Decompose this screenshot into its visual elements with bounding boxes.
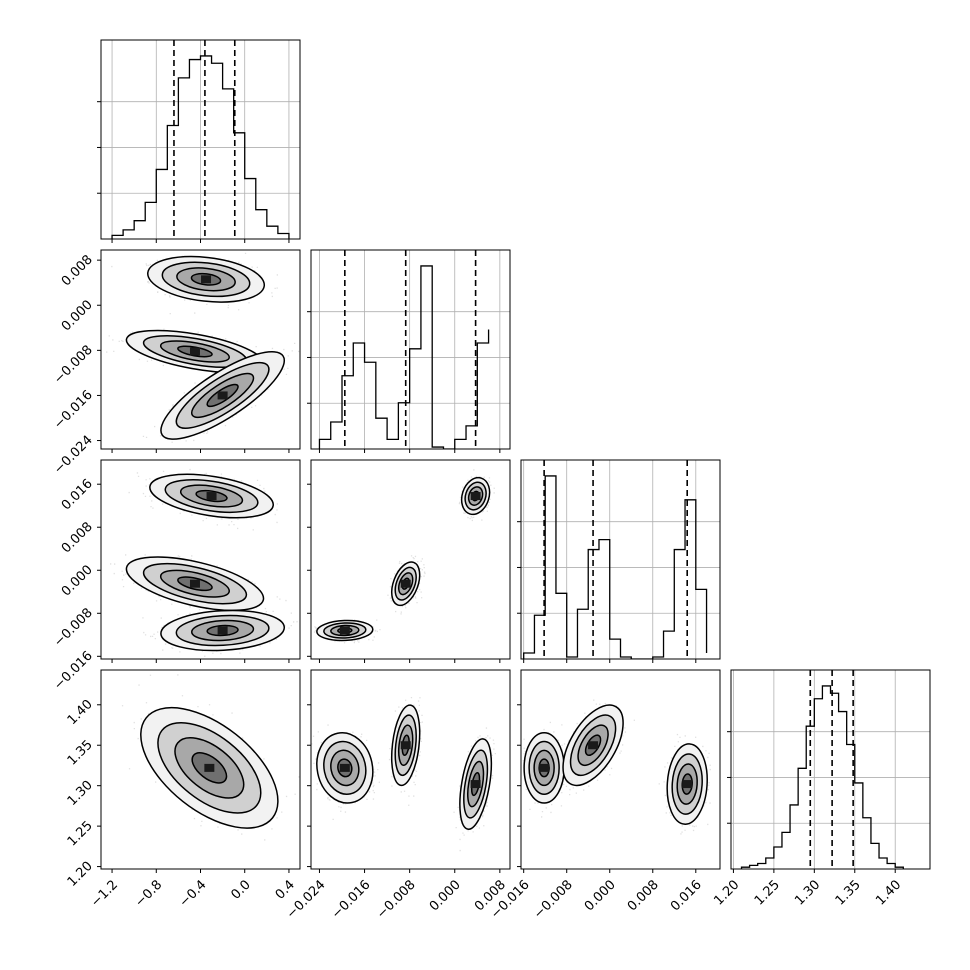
panel-frame (310, 459, 511, 660)
density-panel-0-2: −0.016−0.008 0.000 0.008 0.016 (51, 459, 301, 694)
density-peak (189, 347, 200, 356)
x-tick-label: 0.016 (668, 877, 705, 914)
histogram-step (523, 475, 708, 659)
x-tick-label: 0.0 (229, 877, 254, 902)
density-peak (470, 780, 481, 789)
density-peak (204, 763, 215, 772)
histogram-step (318, 265, 490, 449)
panel-frame (520, 459, 721, 660)
density-panel-2-3: −0.016−0.008 0.000 0.008 0.016 (488, 669, 721, 922)
histogram-panel-3: 1.20 1.25 1.30 1.35 1.40 (711, 669, 931, 909)
histogram-panel-1 (307, 249, 511, 453)
density-peak (206, 492, 217, 501)
x-tick-label: 1.20 (711, 877, 742, 908)
y-tick-label: 0.016 (59, 476, 96, 513)
x-tick-label: 1.40 (873, 877, 904, 908)
histogram-panel-2 (517, 459, 721, 663)
x-tick-label: −0.008 (531, 877, 576, 922)
density-peak (189, 579, 200, 588)
panel-frame (520, 669, 721, 870)
density-peak (217, 626, 228, 635)
histogram-panel-0 (97, 39, 301, 243)
panel-frame (310, 669, 511, 870)
density-peak (539, 763, 550, 772)
x-tick-label: 1.30 (792, 877, 823, 908)
x-tick-label: 1.25 (752, 877, 783, 908)
panel-frame (730, 669, 931, 870)
y-tick-label: −0.016 (51, 388, 96, 433)
y-tick-label: 0.008 (59, 519, 96, 556)
x-tick-label: −1.2 (88, 877, 121, 910)
y-tick-label: 1.30 (65, 778, 96, 809)
density-panel-0-3: −1.2 −0.8 −0.4 0.0 0.4 1.20 1.25 1.30 1.35 1.40 (65, 669, 301, 910)
y-tick-label: 1.25 (65, 818, 96, 849)
y-tick-label: 1.35 (65, 737, 96, 768)
density-panel-0-1: −0.024−0.016−0.008 0.000 0.008 (51, 249, 301, 478)
density-peak (339, 626, 350, 635)
histogram-step (740, 685, 904, 869)
density-panel-1-3: −0.024 −0.016 −0.008 0.000 0.008 (284, 669, 511, 922)
y-tick-label: 0.000 (59, 562, 96, 599)
x-tick-label: 0.000 (427, 877, 464, 914)
density-peak (217, 391, 228, 400)
x-tick-label: −0.016 (329, 877, 374, 922)
density-peak (339, 763, 350, 772)
density-peak (400, 579, 411, 588)
density-peak (682, 780, 693, 789)
y-tick-label: −0.024 (51, 433, 96, 478)
y-tick-label: −0.016 (51, 649, 96, 694)
histogram-step (111, 55, 290, 239)
x-tick-label: 0.008 (625, 877, 662, 914)
density-peak (470, 492, 481, 501)
y-tick-label: 1.20 (65, 859, 96, 890)
x-tick-label: 0.000 (582, 877, 619, 914)
y-tick-label: −0.008 (51, 343, 96, 388)
density-panel-1-2 (307, 459, 511, 663)
panel-frame (310, 249, 511, 450)
y-tick-label: 0.008 (59, 252, 96, 289)
x-tick-label: −0.8 (132, 877, 165, 910)
y-tick-label: −0.008 (51, 606, 96, 651)
x-tick-label: −0.008 (374, 877, 419, 922)
x-tick-label: 1.35 (833, 877, 864, 908)
density-peak (588, 741, 599, 750)
x-tick-label: 0.4 (273, 877, 298, 902)
density-peak (400, 741, 411, 750)
density-peak (201, 275, 212, 284)
x-tick-label: −0.4 (177, 877, 210, 910)
y-tick-label: 0.000 (59, 297, 96, 334)
y-tick-label: 1.40 (65, 697, 96, 728)
